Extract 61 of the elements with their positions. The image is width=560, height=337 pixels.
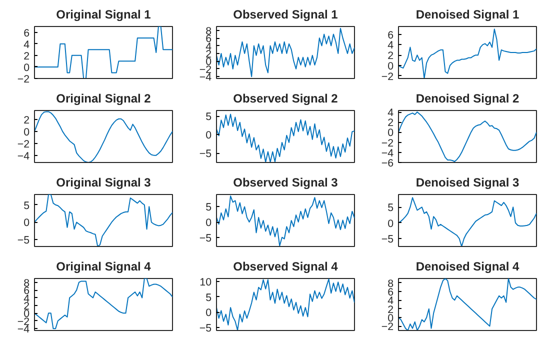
line-series (398, 112, 536, 162)
chart-title: Observed Signal 1 (233, 8, 338, 22)
y-tick-label: 5 (24, 200, 30, 212)
y-tick-label: 10 (200, 276, 212, 289)
line-series (34, 278, 172, 330)
y-tick-label: −2 (17, 74, 30, 86)
y-tick-label: 6 (24, 27, 30, 40)
chart-title: Observed Signal 2 (233, 92, 338, 106)
chart-title: Denoised Signal 1 (416, 8, 520, 22)
y-tick-label: 4 (388, 40, 394, 52)
chart-title: Original Signal 4 (56, 260, 152, 274)
chart-title: Original Signal 3 (56, 176, 152, 190)
y-tick-label: 5 (388, 202, 394, 214)
y-tick-label: 0 (24, 126, 30, 138)
line-series (34, 26, 172, 78)
line-series (398, 197, 536, 246)
y-tick-label: 2 (388, 117, 394, 130)
y-tick-label: 0 (388, 218, 394, 230)
y-tick-label: 6 (388, 29, 394, 42)
y-tick-label: 5 (206, 292, 212, 304)
chart-title: Denoised Signal 3 (416, 176, 520, 190)
chart-title: Original Signal 1 (56, 8, 152, 22)
y-tick-label: −5 (17, 234, 30, 247)
y-tick-label: 2 (24, 50, 30, 62)
line-series (398, 278, 536, 330)
chart-title: Observed Signal 3 (233, 176, 338, 190)
y-tick-label: −2 (381, 70, 394, 83)
y-tick-label: 2 (388, 50, 394, 62)
y-tick-label: −2 (17, 138, 30, 150)
y-tick-label: 4 (24, 38, 30, 51)
line-series (216, 278, 354, 330)
y-tick-label: 0 (388, 60, 394, 72)
y-tick-label: 0 (206, 217, 212, 230)
y-tick-label: −4 (381, 147, 394, 160)
y-tick-label: 0 (24, 217, 30, 230)
chart-title: Original Signal 2 (56, 92, 152, 106)
y-tick-label: −4 (17, 150, 30, 162)
y-tick-label: −5 (199, 232, 212, 244)
line-series (216, 28, 354, 78)
y-tick-label: 0 (206, 307, 212, 320)
y-tick-label: −6 (381, 158, 394, 170)
line-series (398, 28, 536, 78)
y-tick-label: −2 (381, 137, 394, 150)
chart-title: Denoised Signal 2 (416, 92, 520, 106)
y-tick-label: 0 (24, 62, 30, 74)
line-series (216, 114, 354, 162)
y-tick-label: 5 (206, 111, 212, 124)
line-series (34, 194, 172, 246)
y-tick-label: 4 (388, 107, 394, 120)
y-tick-label: −2 (381, 321, 394, 334)
y-tick-label: −5 (199, 322, 212, 334)
y-tick-label: 0 (206, 130, 212, 142)
chart-title: Denoised Signal 4 (416, 260, 520, 274)
y-tick-label: 5 (206, 202, 212, 214)
y-tick-label: −5 (199, 148, 212, 160)
y-tick-label: 2 (24, 114, 30, 126)
line-series (34, 111, 172, 162)
chart-title: Observed Signal 4 (233, 260, 338, 274)
y-tick-label: 0 (388, 127, 394, 140)
line-series (216, 196, 354, 246)
y-tick-label: −5 (381, 234, 394, 246)
